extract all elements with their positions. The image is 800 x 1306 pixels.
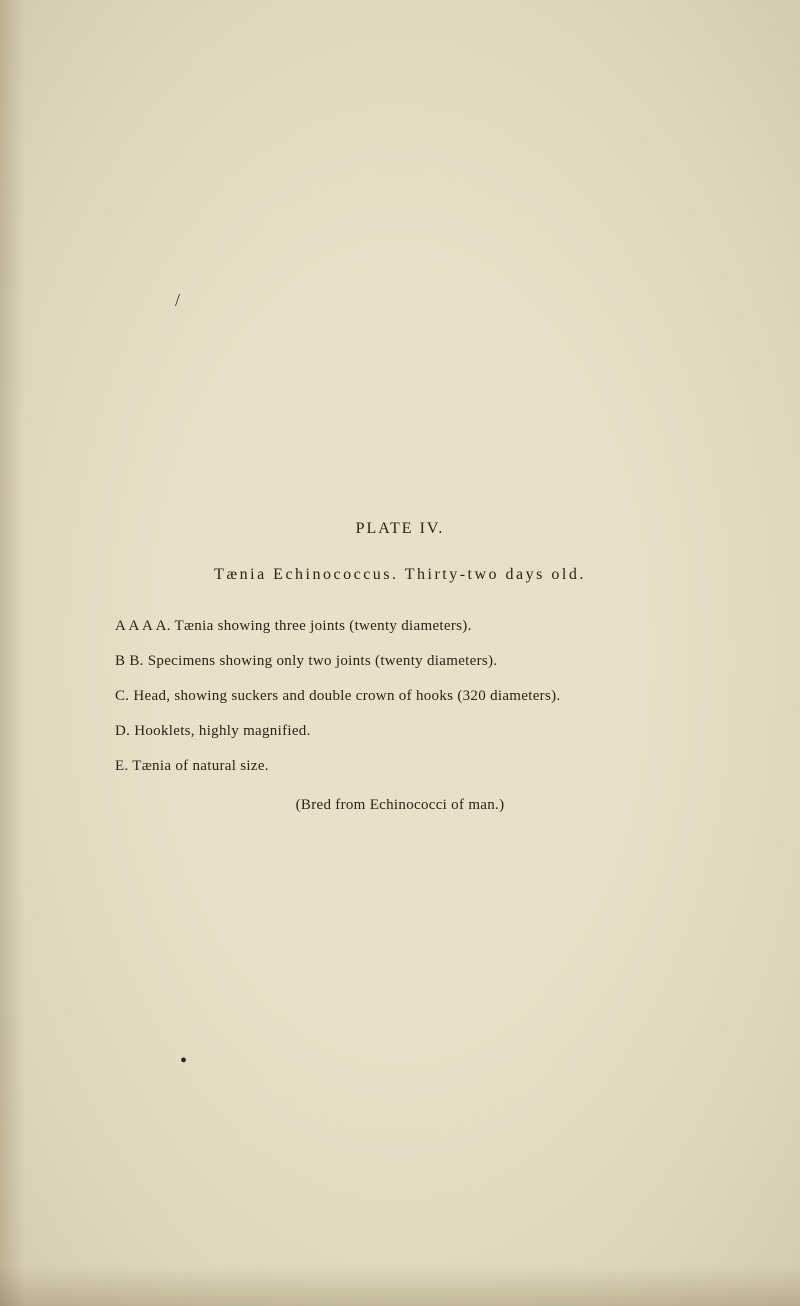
bred-line: (Bred from Echinococci of man.)	[115, 797, 685, 814]
edge-shadow-bottom	[0, 1266, 800, 1306]
document-page: / PLATE IV. Tænia Echinococcus. Thirty-t…	[0, 0, 800, 1306]
list-item: A A A A. Tænia showing three joints (twe…	[115, 616, 685, 637]
dot-mark: •	[180, 1050, 187, 1073]
list-item: E. Tænia of natural size.	[115, 756, 685, 777]
stray-mark: /	[175, 290, 180, 311]
list-item: B B. Specimens showing only two joints (…	[115, 651, 685, 672]
list-item: D. Hooklets, highly magnified.	[115, 721, 685, 742]
title-line: Tænia Echinococcus. Thirty-two days old.	[115, 566, 685, 584]
list-item: C. Head, showing suckers and double crow…	[115, 686, 685, 707]
item-list: A A A A. Tænia showing three joints (twe…	[115, 616, 685, 777]
content-block: PLATE IV. Tænia Echinococcus. Thirty-two…	[0, 520, 800, 814]
plate-heading: PLATE IV.	[115, 520, 685, 538]
